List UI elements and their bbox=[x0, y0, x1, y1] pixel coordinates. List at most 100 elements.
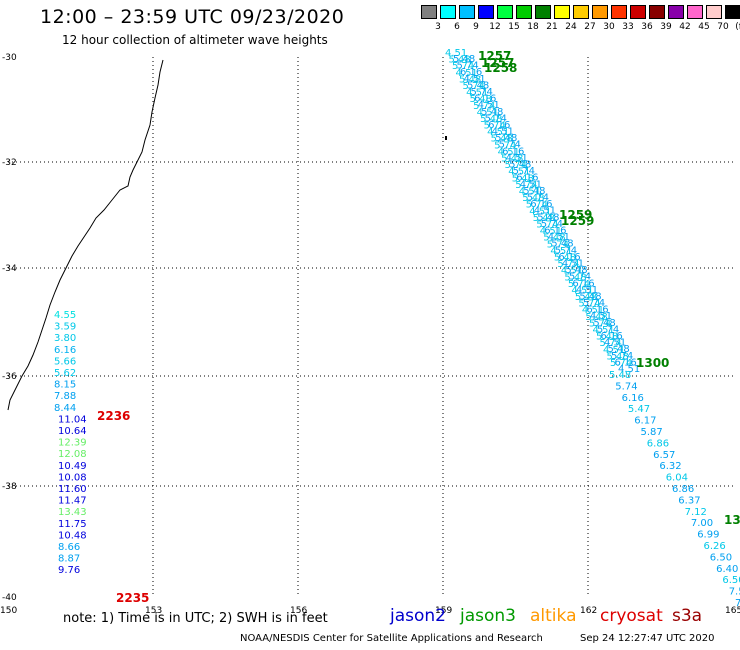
east-track-dense-swh: 4.51 bbox=[498, 147, 520, 158]
satellite-cryosat: cryosat bbox=[600, 606, 663, 626]
east-track-dense-swh: 6.16 bbox=[614, 357, 636, 368]
east-track-dense-swh: 5.48 bbox=[480, 114, 502, 125]
coastline bbox=[7, 59, 447, 411]
west-track-swh: 8.44 bbox=[54, 403, 76, 414]
east-track-dense-swh: 4.51 bbox=[529, 206, 551, 217]
legend-label: 36 bbox=[641, 22, 653, 32]
east-track-dense-swh: 5.74 bbox=[473, 101, 495, 112]
footer-note: note: 1) Time is in UTC; 2) SWH is in fe… bbox=[63, 611, 328, 626]
east-track-dense-swh: 5.48 bbox=[453, 54, 475, 65]
legend-label: 24 bbox=[565, 22, 577, 32]
east-track-dense-swh: 4.51 bbox=[582, 305, 604, 316]
east-track-dense-swh: 5.48 bbox=[585, 312, 607, 323]
east-track-dense-swh: 4.51 bbox=[520, 179, 542, 190]
east-track-swh: 6.16 bbox=[622, 393, 644, 404]
east-track-dense-swh: 4.51 bbox=[487, 127, 509, 138]
east-track-dense-swh: 5.48 bbox=[533, 213, 555, 224]
east-track-dense-swh: 5.48 bbox=[593, 318, 615, 329]
east-track-dense-swh: 4.51 bbox=[466, 88, 488, 99]
legend-label: 30 bbox=[603, 22, 615, 32]
east-track-time: 1300 bbox=[636, 356, 669, 370]
east-track-dense-swh: 4.51 bbox=[477, 107, 499, 118]
west-track-swh: 11.47 bbox=[58, 496, 87, 507]
east-track-dense-swh: 5.48 bbox=[537, 212, 559, 223]
west-track-swh: 10.48 bbox=[58, 530, 87, 541]
track-labels: 4.553.593.806.165.665.628.157.888.4411.0… bbox=[54, 48, 740, 609]
legend-label: 9 bbox=[473, 22, 479, 32]
east-track-swh: 7.00 bbox=[691, 518, 713, 529]
west-track-swh: 10.64 bbox=[58, 426, 87, 437]
latitude-label: -32 bbox=[2, 158, 17, 168]
longitude-label: 150 bbox=[0, 606, 17, 616]
west-track-swh: 5.62 bbox=[54, 368, 76, 379]
east-track-swh: 6.86 bbox=[647, 438, 669, 449]
legend-label: 18 bbox=[527, 22, 539, 32]
latitude-label: -30 bbox=[2, 53, 17, 63]
satellite-altika: altika bbox=[530, 606, 577, 626]
legend-swatch bbox=[706, 5, 722, 19]
east-track-dense-swh: 5.48 bbox=[491, 134, 513, 145]
west-track-swh: 9.76 bbox=[58, 565, 80, 576]
east-track-dense-swh: 5.74 bbox=[569, 272, 591, 283]
east-track-dense-swh: 5.74 bbox=[536, 219, 558, 230]
page-title: 12:00 – 23:59 UTC 09/23/2020 bbox=[40, 6, 345, 28]
satellite-s3a: s3a bbox=[672, 606, 703, 626]
east-track-dense-swh: 4.51 bbox=[508, 167, 530, 178]
east-track-dense-swh: 5.48 bbox=[509, 160, 531, 171]
east-track-time: 1258 bbox=[484, 61, 517, 75]
legend-label: 6 bbox=[454, 22, 460, 32]
west-track-swh: 7.88 bbox=[54, 391, 76, 402]
east-track-swh: 7.9 bbox=[735, 598, 740, 609]
longitude-label: 159 bbox=[435, 606, 452, 616]
longitude-label: 153 bbox=[145, 606, 162, 616]
legend-label: 12 bbox=[489, 22, 501, 32]
east-track-time: 1259 bbox=[559, 208, 592, 222]
longitude-label: 165 bbox=[725, 606, 740, 616]
east-track-swh: 5.48 bbox=[609, 370, 631, 381]
legend-swatch bbox=[687, 5, 703, 19]
west-track-swh: 4.55 bbox=[54, 310, 76, 321]
east-track-dense-swh: 4.51 bbox=[456, 68, 478, 79]
longitude-label: 156 bbox=[290, 606, 307, 616]
east-track-dense-swh: 5.48 bbox=[564, 272, 586, 283]
east-track-dense-swh: 4.51 bbox=[492, 127, 514, 138]
east-track-dense-swh: 5.74 bbox=[515, 180, 537, 191]
east-track-time: 1259 bbox=[561, 214, 594, 228]
east-track-dense-swh: 4.51 bbox=[534, 206, 556, 217]
east-track-dense-swh: 6.16 bbox=[516, 173, 538, 184]
east-track-dense-swh: 5.48 bbox=[449, 55, 471, 66]
east-track-dense-swh: 5.74 bbox=[513, 166, 535, 177]
east-track-dense-swh: 4.51 bbox=[445, 48, 467, 59]
east-track-dense-swh: 6.16 bbox=[544, 225, 566, 236]
legend-label: 15 bbox=[508, 22, 520, 32]
satellite-jason2: jason2 bbox=[390, 606, 446, 626]
legend-label: 39 bbox=[660, 22, 672, 32]
legend-swatch bbox=[516, 5, 532, 19]
east-track-dense-swh: 4.51 bbox=[548, 232, 570, 243]
east-track-dense-swh: 5.74 bbox=[610, 358, 632, 369]
west-track-time: 2235 bbox=[116, 591, 149, 605]
west-track-swh: 11.75 bbox=[58, 519, 87, 530]
legend-label: 21 bbox=[546, 22, 558, 32]
east-track-dense-swh: 5.74 bbox=[541, 219, 563, 230]
east-track-dense-swh: 5.48 bbox=[607, 344, 629, 355]
latitude-label: -40 bbox=[2, 593, 17, 603]
west-track-swh: 5.66 bbox=[54, 356, 76, 367]
west-track-swh: 8.87 bbox=[58, 554, 80, 565]
east-track-dense-swh: 4.51 bbox=[571, 285, 593, 296]
legend-swatch bbox=[630, 5, 646, 19]
legend-swatch bbox=[440, 5, 456, 19]
west-track-swh: 6.16 bbox=[54, 345, 76, 356]
east-track-dense-swh: 5.74 bbox=[484, 121, 506, 132]
credit-text: NOAA/NESDIS Center for Satellite Applica… bbox=[240, 633, 543, 644]
east-track-dense-swh: 4.51 bbox=[478, 100, 500, 111]
west-track-time: 2236 bbox=[97, 409, 130, 423]
east-track-swh: 6.32 bbox=[659, 461, 681, 472]
east-track-dense-swh: 5.74 bbox=[463, 81, 485, 92]
legend-label: 42 bbox=[679, 22, 691, 32]
east-track-dense-swh: 6.16 bbox=[474, 94, 496, 105]
east-track-swh: 5.74 bbox=[615, 381, 637, 392]
east-track-dense-swh: 4.51 bbox=[604, 338, 626, 349]
east-track-dense-swh: 5.48 bbox=[522, 193, 544, 204]
legend-swatch bbox=[573, 5, 589, 19]
